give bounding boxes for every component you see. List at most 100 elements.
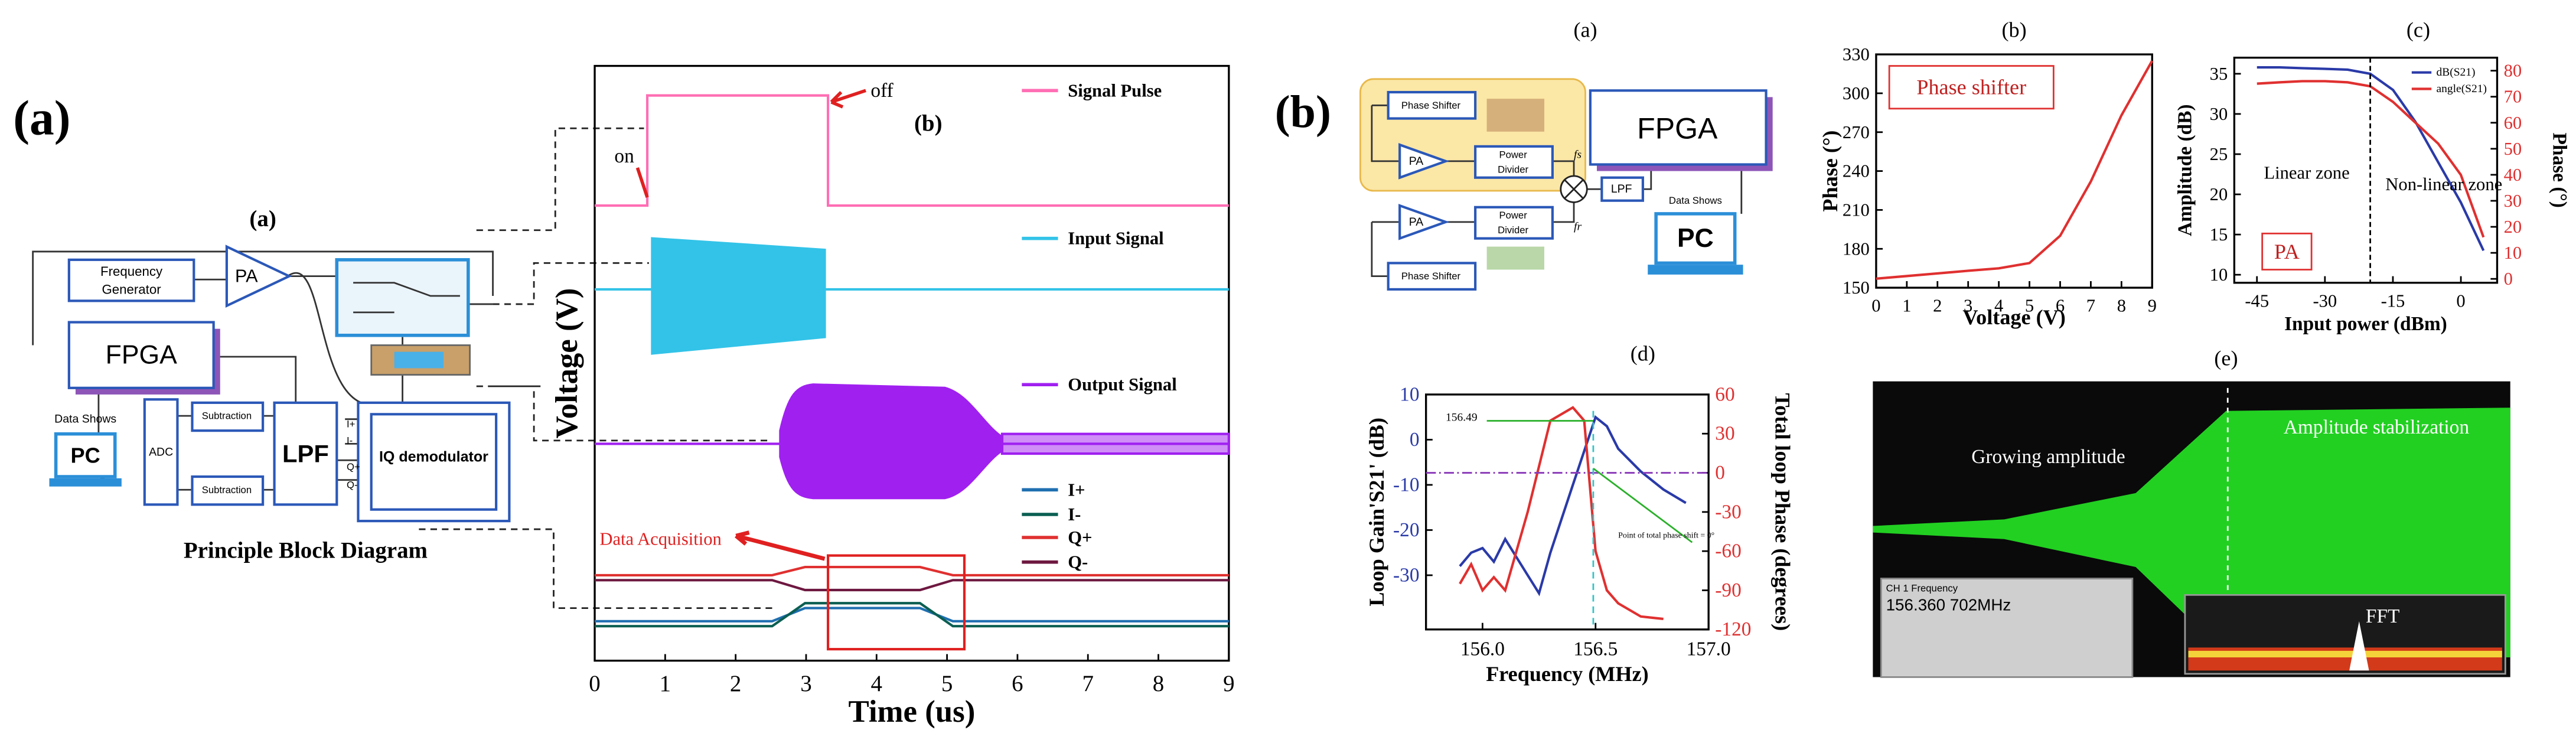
x-tick-label: 8 [1153,671,1164,696]
amplifier [1398,143,1450,180]
y-tick-label: 25 [2210,144,2228,164]
waveform [651,237,826,355]
x-tick-label: 156.0 [1460,638,1505,660]
port-label: Q- [347,479,358,490]
chart-title: (b) [914,110,943,136]
monitor [1654,212,1737,265]
x-tick-label: 9 [2148,296,2157,316]
fft-peak [2349,621,2369,671]
y2-tick-label: 0 [2504,269,2513,289]
x-tick-label: 3 [800,671,811,696]
block [191,401,265,432]
block-label: Subtraction [202,484,252,496]
block [1589,89,1768,166]
y2-axis-label: Phase (°) [2549,133,2571,208]
legend-label: I+ [1068,480,1085,500]
y-tick-label: -10 [1393,474,1420,496]
x-tick-label: 157.0 [1687,638,1731,660]
block-label: Power [1499,210,1527,221]
y-tick-label: 0 [1410,429,1420,451]
block-label: Phase Shifter [1401,100,1461,111]
waveform [779,383,1004,500]
y-tick-label: 270 [1843,122,1870,142]
arrow [635,167,649,198]
series-line [1876,60,2154,280]
chart-title: (b) [2002,18,2027,41]
y2-tick-label: 60 [2504,113,2522,133]
port-label: I+ [347,419,355,430]
y2-tick-label: 0 [1715,462,1725,484]
annotation-box [2261,232,2313,271]
x-tick-label: 9 [1223,671,1234,696]
annotation: off [870,80,894,102]
legend-label: Q+ [1068,527,1092,548]
waveform [595,579,1229,592]
mixer-cross [1563,178,1584,200]
y-tick-label: -30 [1393,564,1420,586]
y-tick-label: 240 [1843,161,1870,181]
annotation: Growing amplitude [1971,446,2125,468]
annotation: Phase shifter [1916,76,2026,99]
caption: Data Shows [1669,195,1722,206]
diagram-title: (a) [1573,18,1597,41]
monitor-base [1648,265,1743,275]
x-tick-label: 4 [871,671,882,696]
monitor-base [49,478,122,487]
pointer [1593,468,1693,543]
chip [394,351,444,369]
arrow [735,530,826,561]
waveform [595,602,1229,628]
chip [1486,99,1544,132]
block-label: PA [235,266,258,286]
signal-label: fr [1574,221,1582,233]
block-label: IQ demodulator [379,449,488,465]
y2-tick-label: 70 [2504,87,2522,107]
y-tick-label: 20 [2210,184,2228,204]
y2-tick-label: 60 [1715,383,1734,405]
y2-tick-label: 20 [2504,217,2522,237]
y-tick-label: 150 [1843,278,1870,298]
x-tick-label: 4 [1994,296,2003,316]
y-tick-label: 30 [2210,104,2228,124]
readout [1880,578,2134,678]
y-axis-label: Amplitude (dB) [2174,104,2196,236]
x-tick-label: 0 [589,671,600,696]
block-label: PA [1409,216,1424,229]
x-tick-label: -15 [2381,291,2405,311]
block-label: Divider [1498,164,1528,175]
block [370,413,498,511]
port-label: I- [347,435,353,446]
block [67,258,195,302]
y-tick-label: 330 [1843,44,1870,64]
legend-label: angle(S21) [2437,83,2487,95]
block [1600,176,1644,202]
highlight-box [826,554,966,651]
diagram-caption: Principle Block Diagram [184,538,428,563]
block [191,475,265,506]
y-tick-label: -20 [1393,519,1420,541]
legend-label: Output Signal [1068,374,1177,395]
series-line [1459,406,1664,621]
block-label: Phase Shifter [1401,271,1461,282]
y-tick-label: 180 [1843,239,1870,259]
y2-tick-label: 80 [2504,61,2522,81]
y-axis-label: Phase (°) [1818,131,1842,212]
waveform [595,565,1229,577]
y2-tick-label: 50 [2504,139,2522,159]
series-line [1459,415,1687,597]
switch-wire [353,282,460,314]
annotation: FFT [2366,605,2400,627]
panel-title: (e) [2214,347,2238,370]
block-label: PC [1677,224,1714,253]
x-tick-label: 8 [2117,296,2126,316]
x-tick-label: 2 [730,671,741,696]
y-axis-label: Voltage (V) [550,288,584,439]
diagram-title: (a) [249,206,276,232]
legend-label: Q- [1068,552,1088,572]
y2-tick-label: 30 [2504,191,2522,211]
y2-tick-label: -90 [1715,579,1742,601]
block-label: PA [1409,155,1424,168]
readout-title: CH 1 Frequency [1886,583,1958,594]
legend-label: dB(S21) [2437,66,2476,79]
